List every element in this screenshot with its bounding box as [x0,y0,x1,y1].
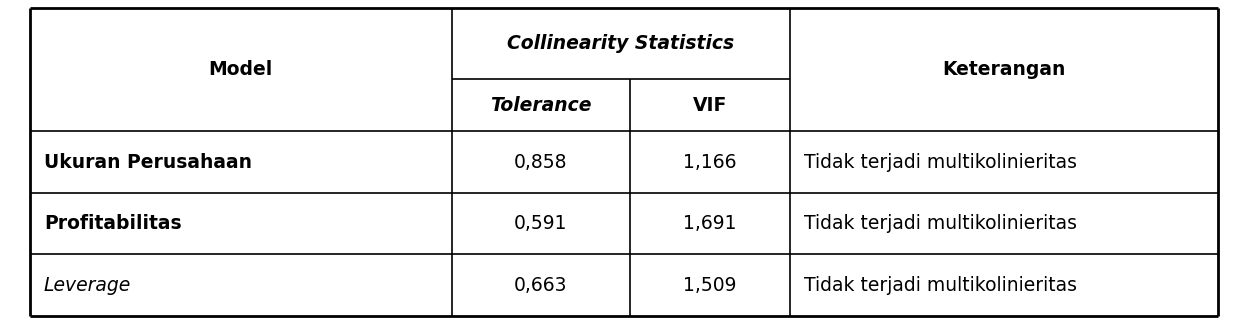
Text: Keterangan: Keterangan [942,60,1066,79]
Text: Tidak terjadi multikolinieritas: Tidak terjadi multikolinieritas [804,153,1077,171]
Text: Tolerance: Tolerance [490,96,592,114]
Text: 1,509: 1,509 [684,276,736,295]
Text: 0,663: 0,663 [514,276,568,295]
Text: Tidak terjadi multikolinieritas: Tidak terjadi multikolinieritas [804,214,1077,233]
Text: 0,591: 0,591 [514,214,568,233]
Text: Profitabilitas: Profitabilitas [44,214,182,233]
Text: Leverage: Leverage [44,276,131,295]
Text: Ukuran Perusahaan: Ukuran Perusahaan [44,153,252,171]
Text: 0,858: 0,858 [514,153,568,171]
Text: VIF: VIF [693,96,728,114]
Text: 1,691: 1,691 [684,214,736,233]
Text: 1,166: 1,166 [684,153,736,171]
Text: Tidak terjadi multikolinieritas: Tidak terjadi multikolinieritas [804,276,1077,295]
Text: Model: Model [208,60,273,79]
Text: Collinearity Statistics: Collinearity Statistics [508,34,735,53]
